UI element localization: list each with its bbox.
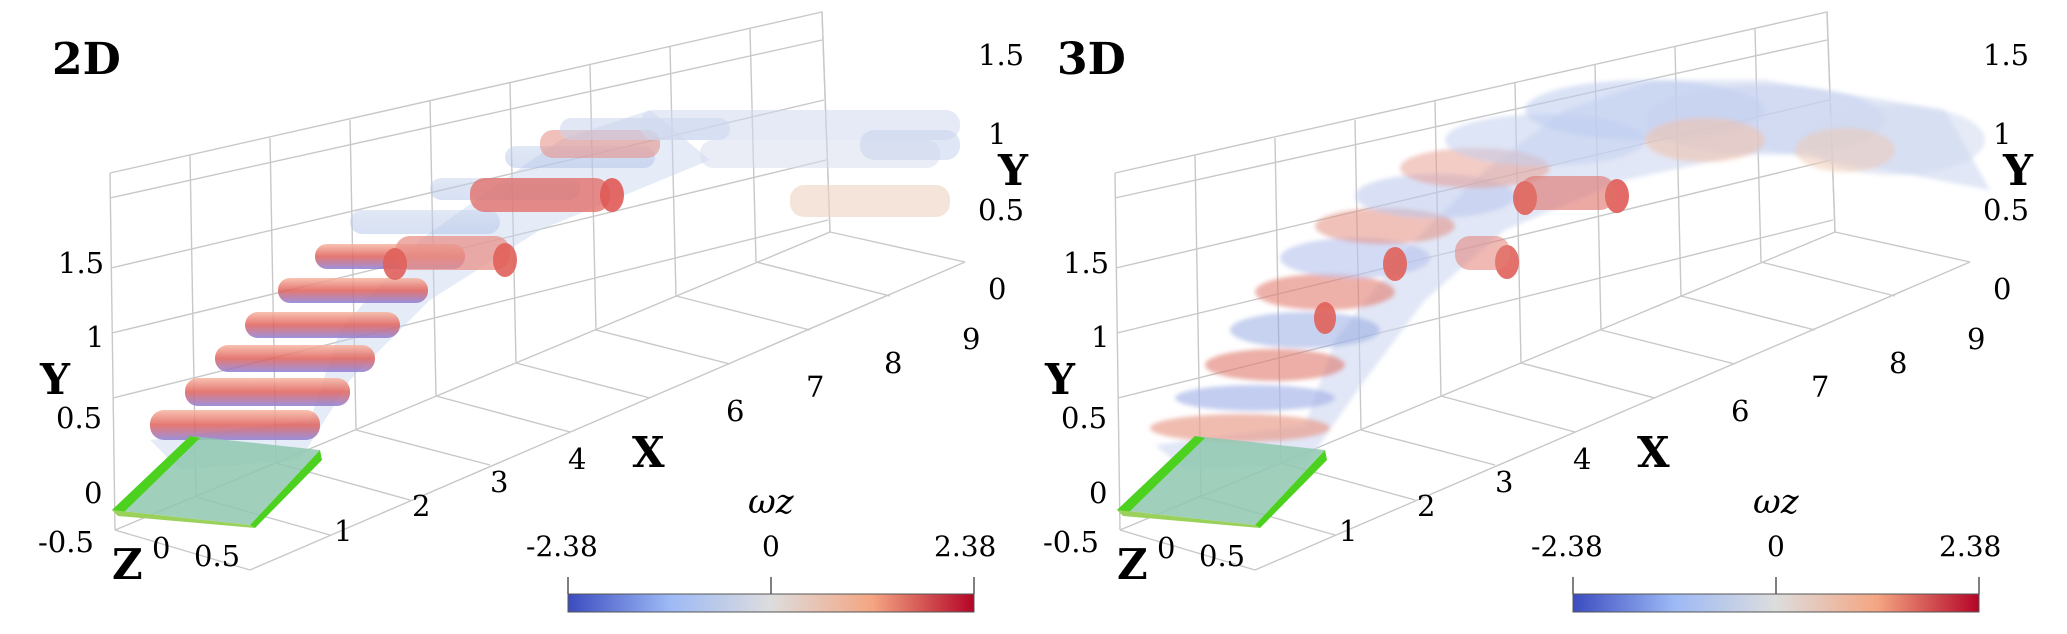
x-tick: 7: [806, 370, 825, 404]
z-tick: 0: [152, 531, 171, 565]
wake-visualization-3d: [1114, 11, 1990, 613]
y-axis-label-left: Y: [1045, 355, 1075, 404]
colorbar-mid: 0: [762, 530, 780, 563]
y-right-tick: 1: [988, 117, 1007, 151]
colorbar-min: -2.38: [526, 530, 598, 563]
y-left-tick: -0.5: [1043, 525, 1099, 559]
y-right-tick: 0: [1993, 272, 2012, 306]
y-right-tick: 0.5: [1983, 193, 2030, 227]
colorbar-bar: [567, 593, 975, 613]
x-tick: 4: [1573, 442, 1592, 476]
panel-2d: 2D 1.5 1 0.5 0 -0.5 1.5 1 0.5 0 1 2 3 4 …: [0, 0, 1033, 634]
x-tick: 9: [1967, 322, 1986, 356]
z-tick: 0.5: [194, 539, 241, 573]
panel-title: 3D: [1057, 34, 1126, 85]
colorbar-max: 2.38: [1939, 530, 2002, 563]
y-axis-label-right: Y: [2003, 146, 2033, 195]
y-left-tick: 1: [86, 320, 105, 354]
y-axis-label-right: Y: [998, 146, 1028, 195]
y-left-tick: 0: [1089, 476, 1108, 510]
z-tick: 0.5: [1199, 539, 1246, 573]
y-left-tick: -0.5: [38, 525, 94, 559]
airfoil: [1117, 436, 1327, 528]
x-tick: 8: [1889, 346, 1908, 380]
y-axis-label-left: Y: [40, 355, 70, 404]
vortex-cores: [1314, 176, 1629, 334]
x-tick: 4: [568, 442, 587, 476]
x-tick: 9: [962, 322, 981, 356]
x-tick: 6: [1731, 394, 1750, 428]
x-tick: 1: [334, 514, 353, 548]
panel-title: 2D: [52, 34, 121, 85]
y-left-tick: 1.5: [1063, 246, 1110, 280]
colorbar-max: 2.38: [934, 530, 997, 563]
z-axis-label: Z: [1117, 540, 1148, 589]
airfoil: [112, 436, 322, 528]
colorbar-title: ωz: [1753, 482, 1799, 522]
z-tick: 0: [1157, 531, 1176, 565]
colorbar-bar: [1572, 593, 1980, 613]
x-axis-label: X: [1637, 428, 1670, 477]
y-left-tick: 0.5: [1061, 401, 1108, 435]
x-tick: 2: [412, 489, 431, 523]
z-axis-label: Z: [112, 540, 143, 589]
wake-visualization-2d: [109, 11, 975, 613]
x-tick: 3: [490, 465, 509, 499]
colorbar-title: ωz: [748, 482, 794, 522]
x-tick: 7: [1811, 370, 1830, 404]
colorbar-mid: 0: [1767, 530, 1785, 563]
panel-3d: 3D 1.5 1 0.5 0 -0.5 1.5 1 0.5 0 1 2 3 4 …: [1005, 0, 2038, 634]
vortex-wake: [1150, 80, 1990, 470]
x-tick: 3: [1495, 465, 1514, 499]
x-tick: 8: [884, 346, 903, 380]
x-tick: 1: [1339, 514, 1358, 548]
y-left-tick: 0: [84, 476, 103, 510]
x-axis-label: X: [632, 428, 665, 477]
y-right-tick: 0: [988, 272, 1007, 306]
x-tick: 2: [1417, 489, 1436, 523]
y-right-tick: 1.5: [1983, 38, 2030, 72]
y-right-tick: 1.5: [978, 38, 1025, 72]
x-tick: 6: [726, 394, 745, 428]
colorbar-min: -2.38: [1531, 530, 1603, 563]
vortex-wake: [150, 110, 960, 470]
y-left-tick: 1.5: [58, 246, 105, 280]
y-left-tick: 1: [1091, 320, 1110, 354]
y-right-tick: 1: [1993, 117, 2012, 151]
y-right-tick: 0.5: [978, 193, 1025, 227]
y-left-tick: 0.5: [56, 401, 103, 435]
